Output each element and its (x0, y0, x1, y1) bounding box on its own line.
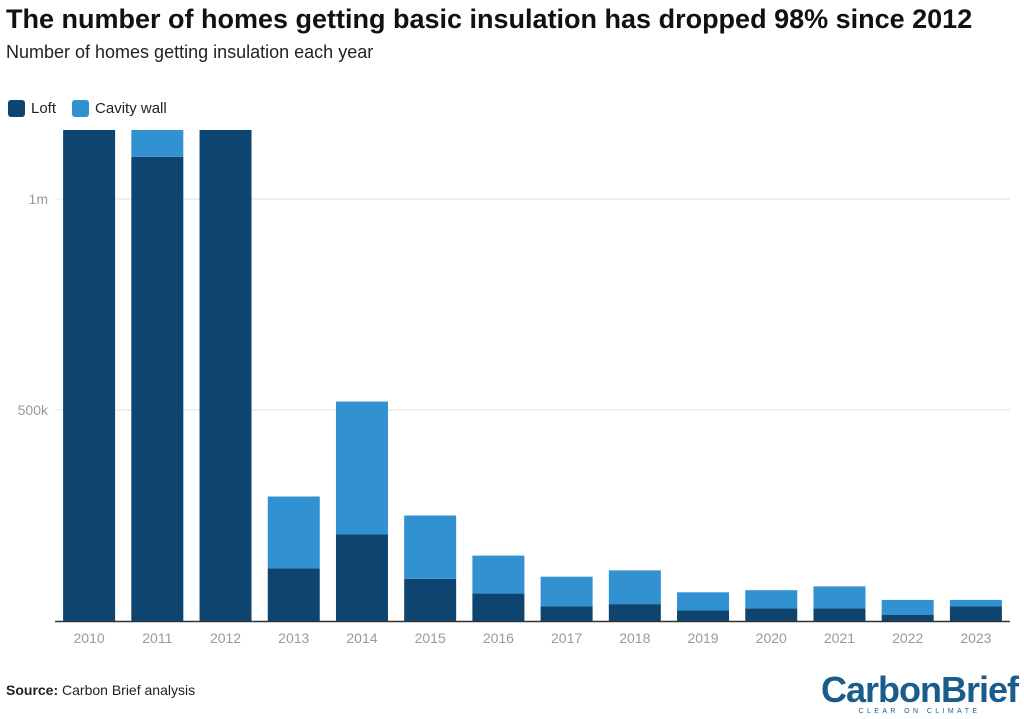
legend-swatch-loft (8, 100, 25, 117)
bar-cavity-wall-2014 (335, 401, 388, 535)
bar-cavity-wall-2019 (677, 592, 730, 611)
x-tick-label-2015: 2015 (415, 630, 446, 646)
bar-cavity-wall-2017 (540, 576, 593, 607)
bar-cavity-wall-2022 (881, 599, 934, 615)
brand-name: CarbonBrief (820, 669, 1019, 710)
legend-label-cavity-wall: Cavity wall (95, 100, 167, 117)
bar-cavity-wall-2021 (813, 586, 866, 609)
legend: Loft Cavity wall (8, 100, 183, 117)
bar-loft-2021 (813, 608, 866, 621)
bar-loft-2019 (677, 610, 730, 621)
bar-cavity-wall-2016 (472, 555, 525, 594)
bar-loft-2010 (63, 130, 116, 621)
bar-loft-2012 (199, 130, 252, 621)
bar-cavity-wall-2011 (131, 130, 184, 157)
x-tick-label-2014: 2014 (346, 630, 377, 646)
source-note: Source: Carbon Brief analysis (6, 682, 195, 698)
bar-loft-2018 (608, 604, 661, 621)
bar-loft-2013 (267, 568, 320, 621)
bar-loft-2011 (131, 156, 184, 622)
x-tick-label-2021: 2021 (824, 630, 855, 646)
x-tick-label-2011: 2011 (142, 630, 172, 646)
bar-loft-2023 (949, 606, 1002, 621)
y-tick-label-500k: 500k (18, 402, 49, 418)
legend-swatch-cavity-wall (72, 100, 90, 117)
bar-loft-2015 (404, 578, 457, 621)
source-text: Carbon Brief analysis (62, 682, 196, 698)
x-tick-label-2016: 2016 (483, 630, 514, 646)
legend-item-cavity-wall: Cavity wall (72, 100, 167, 117)
bar-loft-2014 (335, 534, 388, 621)
bar-cavity-wall-2023 (949, 599, 1002, 607)
carbon-brief-logo: CarbonBrief CLEAR ON CLIMATE (820, 669, 1019, 716)
bar-cavity-wall-2013 (267, 496, 320, 569)
x-tick-label-2023: 2023 (960, 630, 991, 646)
bar-cavity-wall-2015 (404, 515, 457, 579)
bar-cavity-wall-2020 (745, 590, 798, 609)
bar-cavity-wall-2018 (608, 570, 661, 605)
x-tick-label-2018: 2018 (619, 630, 650, 646)
brand-tagline: CLEAR ON CLIMATE (858, 708, 981, 715)
x-tick-label-2020: 2020 (756, 630, 787, 646)
legend-item-loft: Loft (8, 100, 56, 117)
x-tick-label-2012: 2012 (210, 630, 241, 646)
x-tick-label-2019: 2019 (687, 630, 718, 646)
x-tick-label-2022: 2022 (892, 630, 923, 646)
bar-loft-2022 (881, 614, 934, 621)
chart-title: The number of homes getting basic insula… (6, 4, 973, 34)
bar-loft-2016 (472, 593, 525, 621)
y-tick-label-1m: 1m (29, 191, 48, 207)
bar-chart: 500k1m1.5m2m2010201120122013201420152016… (18, 130, 1010, 646)
bar-loft-2017 (540, 606, 593, 621)
chart-subtitle: Number of homes getting insulation each … (6, 42, 374, 62)
bar-loft-2020 (745, 608, 798, 621)
legend-label-loft: Loft (31, 100, 57, 117)
x-tick-label-2017: 2017 (551, 630, 582, 646)
x-tick-label-2010: 2010 (74, 630, 105, 646)
x-tick-label-2013: 2013 (278, 630, 309, 646)
source-label: Source: (6, 682, 59, 698)
